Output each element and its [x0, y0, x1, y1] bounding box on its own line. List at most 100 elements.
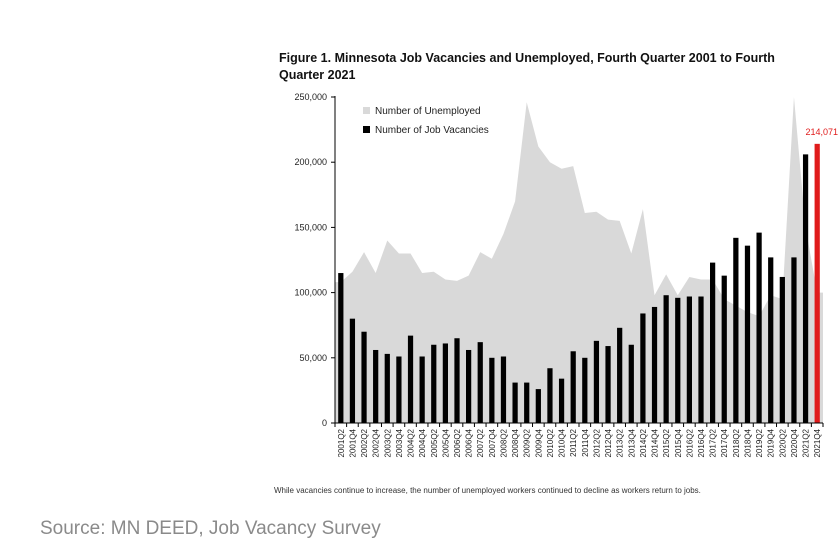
vacancy-bar — [500, 356, 507, 423]
chart-title: Figure 1. Minnesota Job Vacancies and Un… — [279, 51, 775, 82]
x-tick-label: 2002Q4 — [372, 428, 381, 457]
vacancy-bar — [593, 340, 600, 423]
x-tick-label: 2013Q4 — [627, 428, 636, 457]
vacancy-bar — [442, 343, 448, 423]
x-tick-label: 2018Q2 — [732, 428, 741, 457]
chart-footnote: While vacancies continue to increase, th… — [274, 486, 701, 495]
x-tick-label: 2008Q4 — [511, 428, 520, 457]
source-caption: Source: MN DEED, Job Vacancy Survey — [40, 518, 381, 539]
x-tick-label: 2020Q2 — [778, 428, 787, 457]
x-tick-label: 2005Q4 — [441, 428, 450, 457]
vacancy-bar — [547, 368, 553, 423]
vacancy-bar — [756, 232, 762, 423]
legend-label-unemployed: Number of Unemployed — [375, 106, 481, 117]
x-tick-label: 2010Q2 — [546, 428, 555, 457]
vacancy-bar — [431, 344, 437, 423]
vacancy-bar — [605, 346, 611, 423]
x-tick-label: 2003Q2 — [383, 428, 392, 457]
x-tick-label: 2011Q2 — [569, 428, 578, 456]
x-tick-label: 2012Q4 — [604, 428, 613, 457]
vacancy-bar — [663, 295, 669, 423]
y-tick-label: 200,000 — [294, 157, 327, 167]
x-tick-label: 2021Q2 — [802, 428, 811, 457]
x-tick-label: 2007Q2 — [476, 428, 485, 457]
x-tick-label: 2016Q2 — [685, 428, 694, 457]
vacancy-bar — [396, 356, 402, 423]
x-tick-label: 2005Q2 — [430, 428, 439, 457]
vacancy-bar — [710, 262, 716, 423]
y-tick-label: 100,000 — [294, 288, 327, 298]
vacancy-bar — [361, 331, 367, 423]
x-tick-label: 2020Q4 — [790, 428, 799, 457]
vacancy-bar — [802, 154, 809, 423]
vacancy-bar — [791, 257, 797, 423]
vacancy-bar — [779, 276, 785, 423]
x-tick-label: 2018Q4 — [743, 428, 752, 457]
x-tick-label: 2009Q2 — [523, 428, 532, 457]
vacancy-bar — [744, 245, 751, 423]
y-tick-label: 250,000 — [294, 92, 327, 102]
vacancy-bar — [768, 257, 774, 423]
x-tick-label: 2006Q2 — [453, 428, 462, 457]
x-tick-label: 2009Q4 — [534, 428, 543, 457]
x-tick-label: 2015Q4 — [674, 428, 683, 457]
vacancy-bar — [373, 349, 379, 423]
vacancy-bar — [384, 353, 390, 423]
vacancy-bar-highlight — [814, 143, 820, 423]
x-tick-label: 2014Q2 — [639, 428, 648, 457]
x-tick-label: 2006Q4 — [465, 428, 474, 457]
vacancy-bar — [407, 335, 414, 423]
vacancy-bar — [628, 344, 634, 423]
legend-label-vacancies: Number of Job Vacancies — [375, 125, 489, 136]
x-tick-label: 2002Q2 — [360, 428, 369, 457]
x-tick-label: 2001Q4 — [348, 428, 357, 457]
vacancy-bar — [524, 382, 530, 423]
vacancy-bar — [512, 382, 518, 423]
vacancy-bar — [686, 296, 692, 423]
x-tick-label: 2019Q4 — [767, 428, 776, 457]
axes: 0 50,000 100,000 150,000 200,000 250,000 2001Q… — [294, 92, 824, 457]
x-tick-label: 2012Q2 — [592, 428, 601, 457]
highlight-callout: 214,071 — [805, 127, 838, 137]
x-tick-label: 2015Q2 — [662, 428, 671, 457]
highlight-value-label: 214,071 — [805, 127, 838, 137]
vacancy-bar — [558, 378, 565, 423]
x-tick-label: 2008Q2 — [499, 428, 508, 457]
y-tick-label: 50,000 — [299, 353, 327, 363]
vacancy-bar — [535, 389, 541, 423]
vacancy-bar — [582, 357, 588, 423]
x-tick-label: 2017Q4 — [720, 428, 729, 457]
x-tick-label: 2011Q4 — [581, 428, 590, 456]
vacancy-bar — [721, 275, 727, 423]
x-tick-label: 2004Q4 — [418, 428, 427, 457]
y-tick-label: 150,000 — [294, 222, 327, 232]
vacancy-bar — [675, 297, 681, 423]
vacancy-bar — [419, 356, 425, 423]
x-tick-label: 2017Q2 — [709, 428, 718, 457]
x-tick-label: 2019Q2 — [755, 428, 764, 457]
vacancy-bar — [698, 296, 704, 423]
vacancy-bar — [733, 237, 739, 423]
x-tick-label: 2001Q2 — [337, 428, 346, 457]
vacancy-bar — [338, 273, 344, 423]
legend-swatch-unemployed — [363, 107, 370, 114]
x-tick-label: 2021Q4 — [813, 428, 822, 457]
x-tick-label: 2004Q2 — [407, 428, 416, 457]
vacancy-bar — [466, 349, 472, 423]
legend: Number of Unemployed Number of Job Vacanc… — [363, 106, 489, 136]
vacancy-bar — [349, 318, 356, 423]
vacancy-bar — [651, 306, 658, 423]
x-tick-label: 2014Q4 — [651, 428, 660, 457]
legend-swatch-vacancies — [363, 126, 370, 133]
x-tick-label: 2013Q2 — [616, 428, 625, 457]
x-tick-label: 2010Q4 — [558, 428, 567, 457]
vacancy-bar — [454, 338, 460, 423]
vacancy-bar — [617, 327, 623, 423]
vacancy-bar — [640, 313, 646, 423]
vacancy-bar — [477, 342, 483, 423]
vacancy-bar — [489, 357, 495, 423]
vacancy-bars-layer — [338, 143, 820, 423]
x-tick-label: 2016Q4 — [697, 428, 706, 457]
y-tick-label: 0 — [322, 418, 327, 428]
